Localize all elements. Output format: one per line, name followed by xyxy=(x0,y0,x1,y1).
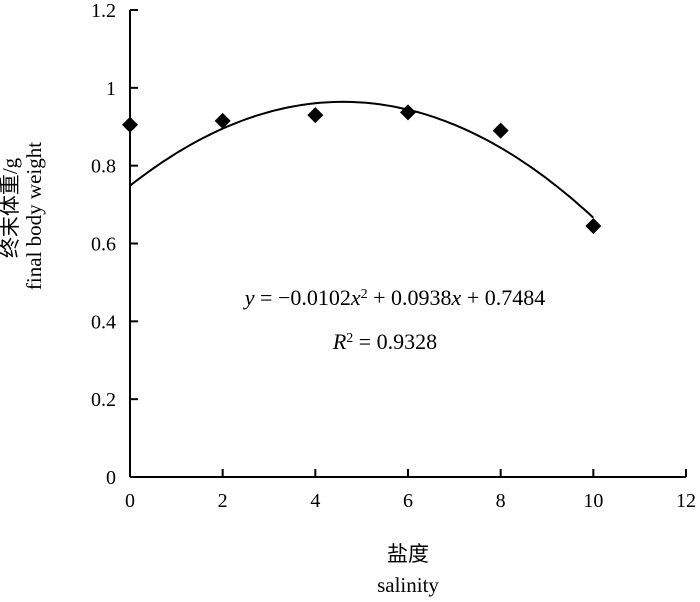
x-axis-title-en: salinity xyxy=(377,573,439,597)
y-axis-title-en: final body weight xyxy=(22,142,46,290)
r2-sup: 2 xyxy=(346,331,353,346)
x-axis-title-zh: 盐度 xyxy=(387,542,429,566)
y-tick-label: 0 xyxy=(106,467,116,489)
data-point xyxy=(122,116,138,133)
data-point xyxy=(492,122,509,139)
y-tick-label: 1.2 xyxy=(91,0,116,22)
trendline-group xyxy=(129,100,594,219)
y-tick-label: 1 xyxy=(106,78,116,100)
eq-sup2: 2 xyxy=(361,287,368,302)
data-point xyxy=(307,107,324,124)
x-tick-label: 0 xyxy=(125,490,135,512)
r2-annotation: R2 = 0.9328 xyxy=(332,329,437,354)
x-tick-label: 2 xyxy=(218,490,228,512)
data-point xyxy=(585,217,602,234)
y-tick-label: 0.2 xyxy=(91,389,116,411)
eq-part-b: + 0.0938 xyxy=(368,285,452,310)
r2-value: = 0.9328 xyxy=(353,329,437,354)
eq-y-var: y xyxy=(243,285,255,310)
y-tick-label: 0.4 xyxy=(91,311,116,333)
trendline xyxy=(129,100,594,219)
y-tick-label: 0.6 xyxy=(91,234,116,256)
x-tick-label: 8 xyxy=(496,490,506,512)
x-tick-label: 6 xyxy=(403,490,413,512)
data-points xyxy=(122,104,602,234)
x-tick-label: 12 xyxy=(676,490,696,512)
r2-R: R xyxy=(332,329,347,354)
eq-x2: x xyxy=(451,285,462,310)
data-point xyxy=(400,104,416,121)
x-tick-label: 10 xyxy=(583,490,603,512)
axes xyxy=(129,10,686,478)
eq-part-c: + 0.7484 xyxy=(461,285,545,310)
y-axis-title-zh: 终末体重/g xyxy=(0,157,22,258)
y-ticks: 0 0.2 0.4 0.6 0.8 1 1.2 xyxy=(91,0,138,489)
y-tick-label: 0.8 xyxy=(91,156,116,178)
x-ticks: 0 2 4 6 8 10 12 xyxy=(125,469,696,512)
eq-x1: x xyxy=(350,285,361,310)
equation-annotation: y = −0.0102x2 + 0.0938x + 0.7484 xyxy=(243,285,545,310)
eq-part-a: = −0.0102 xyxy=(255,285,351,310)
data-point xyxy=(214,112,231,129)
x-tick-label: 4 xyxy=(310,490,320,512)
